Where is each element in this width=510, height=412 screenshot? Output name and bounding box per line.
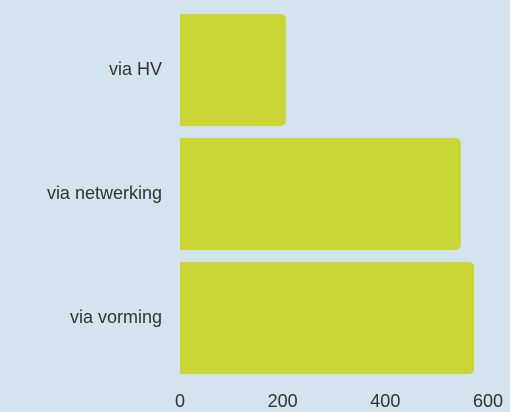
bar (180, 138, 461, 250)
bar (180, 14, 286, 126)
y-tick-label: via HV (109, 59, 162, 79)
x-tick-label: 400 (370, 391, 400, 411)
x-tick-label: 200 (268, 391, 298, 411)
y-tick-label: via vorming (70, 307, 162, 327)
x-tick-label: 600 (473, 391, 503, 411)
x-tick-label: 0 (175, 391, 185, 411)
bar (180, 262, 475, 374)
y-tick-label: via netwerking (47, 183, 162, 203)
